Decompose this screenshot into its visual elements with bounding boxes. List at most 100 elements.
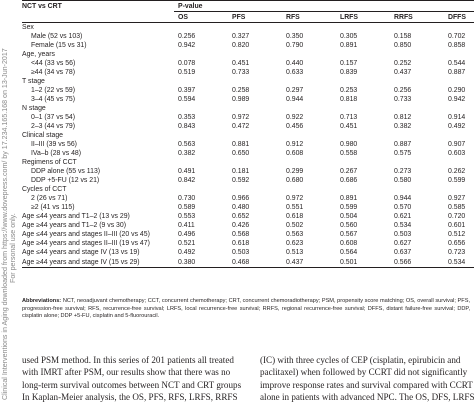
- table-row: Age ≥44 years and T1–2 (9 vs 30) 0.411 0.4…: [22, 221, 474, 230]
- row-label: 0–1 (37 vs 54): [31, 114, 76, 121]
- pvalue-cell: 0.563: [286, 231, 304, 238]
- pvalue-cell: 0.256: [394, 87, 412, 94]
- pvalue-cell: 0.273: [394, 168, 412, 175]
- table-row: 3–4 (45 vs 75) 0.594 0.989 0.944 0.818 0.733 0…: [22, 95, 474, 104]
- table-section-row: Age, years: [22, 50, 474, 59]
- pvalue-cell: 0.382: [394, 123, 412, 130]
- pvalue-cell: 0.843: [178, 123, 196, 130]
- pvalue-cell: 0.656: [448, 240, 466, 247]
- pvalue-cell: 0.790: [286, 42, 304, 49]
- column-header-rrfs: RRFS: [390, 11, 444, 23]
- pvalue-cell: [282, 77, 336, 86]
- pvalue-cell: 0.534: [444, 257, 474, 268]
- table-row: Age ≤44 years and T1–2 (13 vs 29) 0.553 0.…: [22, 212, 474, 221]
- pvalue-cell: 0.551: [286, 204, 304, 211]
- pvalue-cell: 0.927: [448, 195, 466, 202]
- pvalue-cell: 0.733: [394, 96, 412, 103]
- pvalue-cell: 0.592: [232, 177, 250, 184]
- pvalue-cell: 0.989: [232, 96, 250, 103]
- pvalue-header: P-value: [174, 0, 474, 12]
- pvalue-cell: 0.440: [286, 60, 304, 67]
- pvalue-cell: [174, 158, 228, 167]
- pvalue-cell: 0.353: [178, 114, 196, 121]
- pvalue-cell: 0.881: [232, 141, 250, 148]
- section-label: Regimens of CCT: [22, 159, 77, 166]
- pvalue-cell: 0.914: [448, 114, 466, 121]
- abbreviations-text: NCT, neoadjuvant chemotherapy; CCT, conc…: [22, 298, 470, 320]
- pvalue-cell: 0.570: [394, 204, 412, 211]
- pvalue-cell: [228, 50, 282, 59]
- pvalue-cell: [174, 77, 228, 86]
- column-header-pfs: PFS: [228, 11, 282, 23]
- table-row: 1–2 (22 vs 59) 0.397 0.258 0.297 0.253 0.256 0…: [22, 86, 474, 95]
- pvalue-cell: 0.472: [232, 123, 250, 130]
- pvalue-cell: [282, 158, 336, 167]
- pvalue-cell: [282, 23, 336, 33]
- table-row: DDP +5-FU (12 vs 21) 0.842 0.592 0.680 0.686…: [22, 176, 474, 185]
- row-label: Male (52 vs 103): [31, 33, 83, 40]
- row-label: 2 (26 vs 71): [31, 195, 68, 202]
- pvalue-cell: 0.812: [394, 114, 412, 121]
- abbreviations-label: Abbreviations:: [22, 298, 62, 304]
- pvalue-cell: 0.380: [174, 257, 228, 268]
- pvalue-cell: 0.608: [286, 150, 304, 157]
- pvalue-cell: 0.297: [286, 87, 304, 94]
- table-section-row: N stage: [22, 104, 474, 113]
- row-label: Age ≥44 years and stages II–III (19 vs 4…: [22, 240, 150, 247]
- pvalue-cell: 0.887: [448, 69, 466, 76]
- section-label: Age, years: [22, 51, 55, 58]
- pvalue-cell: 0.437: [282, 257, 336, 268]
- pvalue-cell: 0.480: [232, 204, 250, 211]
- pvalue-cell: [390, 104, 444, 113]
- table-row: IVa–b (28 vs 48) 0.382 0.650 0.608 0.558 0.57…: [22, 149, 474, 158]
- column-header-dffs: DFFS: [444, 11, 474, 23]
- section-label: Clinical stage: [22, 132, 63, 139]
- pvalue-cell: 0.258: [232, 87, 250, 94]
- pvalue-cell: [282, 131, 336, 140]
- pvalue-cell: 0.382: [178, 150, 196, 157]
- pvalue-cell: [174, 104, 228, 113]
- pvalue-cell: 0.621: [394, 213, 412, 220]
- pvalue-cell: [444, 185, 474, 194]
- pvalue-cell: 0.686: [340, 177, 358, 184]
- row-label: Age ≤44 years and T1–2 (13 vs 29): [22, 213, 130, 220]
- pvalue-cell: 0.850: [394, 42, 412, 49]
- row-label: Age ≤44 years and stages II–III (20 vs 4…: [22, 231, 150, 238]
- pvalue-cell: [444, 158, 474, 167]
- section-label: Sex: [22, 24, 34, 31]
- pvalue-cell: 0.262: [448, 168, 466, 175]
- pvalue-cell: 0.972: [286, 195, 304, 202]
- pvalue-cell: 0.922: [286, 114, 304, 121]
- pvalue-cell: 0.603: [448, 150, 466, 157]
- pvalue-cell: [390, 23, 444, 33]
- pvalue-cell: 0.451: [232, 60, 250, 67]
- table-row: Age ≥44 years and stages II–III (19 vs 4…: [22, 239, 474, 248]
- pvalue-cell: 0.966: [232, 195, 250, 202]
- pvalue-cell: [444, 104, 474, 113]
- body-line: In Kaplan-Meier analysis, the OS, PFS, R…: [22, 392, 238, 402]
- table-row: ≥44 (34 vs 78) 0.519 0.733 0.633 0.839 0.437 0…: [22, 68, 474, 77]
- pvalue-cell: [174, 131, 228, 140]
- pvalue-cell: [336, 131, 390, 140]
- pvalue-cell: 0.891: [340, 195, 358, 202]
- pvalue-cell: 0.720: [448, 213, 466, 220]
- personal-use-notice: For personal use only.: [9, 213, 17, 283]
- pvalue-cell: 0.891: [340, 42, 358, 49]
- table-row: Male (52 vs 103) 0.256 0.327 0.350 0.305 0.15…: [22, 32, 474, 41]
- pvalue-cell: 0.839: [340, 69, 358, 76]
- download-notice: Clinical Interventions in Aging download…: [1, 48, 9, 400]
- pvalue-cell: 0.944: [394, 195, 412, 202]
- row-label: DDP +5-FU (12 vs 21): [31, 177, 100, 184]
- pvalue-cell: 0.501: [336, 257, 390, 268]
- row-label: 2–3 (44 vs 79): [31, 123, 76, 130]
- pvalue-cell: [390, 131, 444, 140]
- pvalue-cell: 0.618: [232, 240, 250, 247]
- pvalue-cell: 0.503: [232, 249, 250, 256]
- pvalue-cell: 0.820: [232, 42, 250, 49]
- pvalue-cell: [228, 158, 282, 167]
- pvalue-cell: [228, 104, 282, 113]
- table-row: <44 (33 vs 56) 0.078 0.451 0.440 0.157 0.252 0…: [22, 59, 474, 68]
- pvalue-cell: 0.299: [286, 168, 304, 175]
- pvalue-cell: 0.818: [340, 96, 358, 103]
- pvalue-cell: [444, 131, 474, 140]
